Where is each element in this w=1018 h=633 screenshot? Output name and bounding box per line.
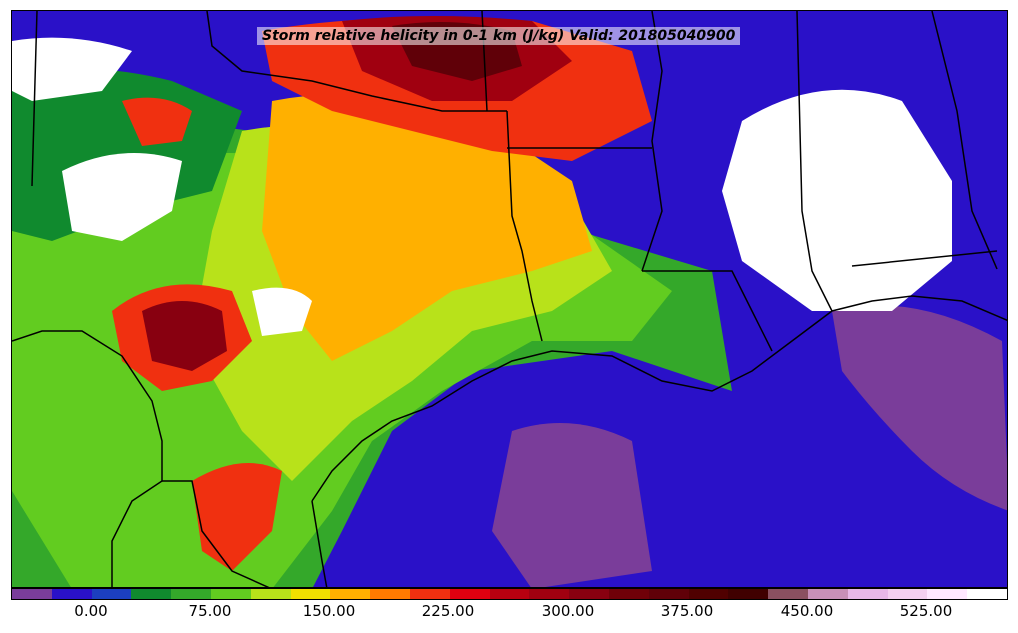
colorbar-segment <box>210 589 251 599</box>
colorbar-tick-label: 225.00 <box>421 602 475 620</box>
colorbar-segment <box>648 589 689 599</box>
colorbar-tick-label: 450.00 <box>780 602 834 620</box>
white-region-southeast <box>722 89 952 311</box>
colorbar-segment <box>409 589 450 599</box>
state-boundaries <box>12 11 998 587</box>
colorbar-segment <box>807 589 848 599</box>
colorbar-tick-label: 0.00 <box>74 602 108 620</box>
colorbar-segment <box>449 589 490 599</box>
colorbar-segment <box>887 589 928 599</box>
helicity-map <box>12 11 1007 587</box>
white-region-northwest <box>12 37 132 101</box>
colorbar-segment <box>330 589 371 599</box>
colorbar <box>11 588 1008 600</box>
colorbar-segment <box>529 589 570 599</box>
white-region-west-2 <box>252 287 312 336</box>
gulf-coastline <box>311 295 1007 502</box>
colorbar-segment <box>847 589 888 599</box>
colorbar-segment <box>51 589 92 599</box>
map-panel: Storm relative helicity in 0-1 km (J/kg)… <box>11 10 1008 588</box>
colorbar-segment <box>91 589 132 599</box>
colorbar-tick-label: 75.00 <box>188 602 232 620</box>
colorbar-tick-label: 525.00 <box>899 602 953 620</box>
colorbar-segment <box>131 589 172 599</box>
texas-south-coast <box>311 500 328 587</box>
darkred-core-west <box>142 301 227 371</box>
colorbar-segment <box>728 589 769 599</box>
colorbar-segment <box>688 589 729 599</box>
red-core-south <box>192 463 282 571</box>
colorbar-segment <box>290 589 331 599</box>
colorbar-segment <box>250 589 291 599</box>
colorbar-tick-label: 375.00 <box>660 602 714 620</box>
colorbar-segment <box>489 589 530 599</box>
map-title: Storm relative helicity in 0-1 km (J/kg)… <box>257 27 741 45</box>
colorbar-segment <box>967 589 1007 599</box>
colorbar-segment <box>171 589 211 599</box>
colorbar-segment <box>768 589 808 599</box>
purple-east-region <box>832 305 1007 511</box>
colorbar-tick-label: 300.00 <box>541 602 595 620</box>
colorbar-segment <box>370 589 410 599</box>
west-red-patch <box>122 97 192 146</box>
colorbar-segment <box>608 589 649 599</box>
colorbar-segment <box>927 589 968 599</box>
colorbar-segment <box>569 589 609 599</box>
colorbar-segment <box>12 589 52 599</box>
purple-gulf-region <box>492 423 652 587</box>
colorbar-tick-label: 150.00 <box>302 602 356 620</box>
white-region-west-1 <box>62 153 182 241</box>
colorbar-labels: 0.00 75.00 150.00 225.00 300.00 375.00 450.00 5… <box>11 602 1008 624</box>
